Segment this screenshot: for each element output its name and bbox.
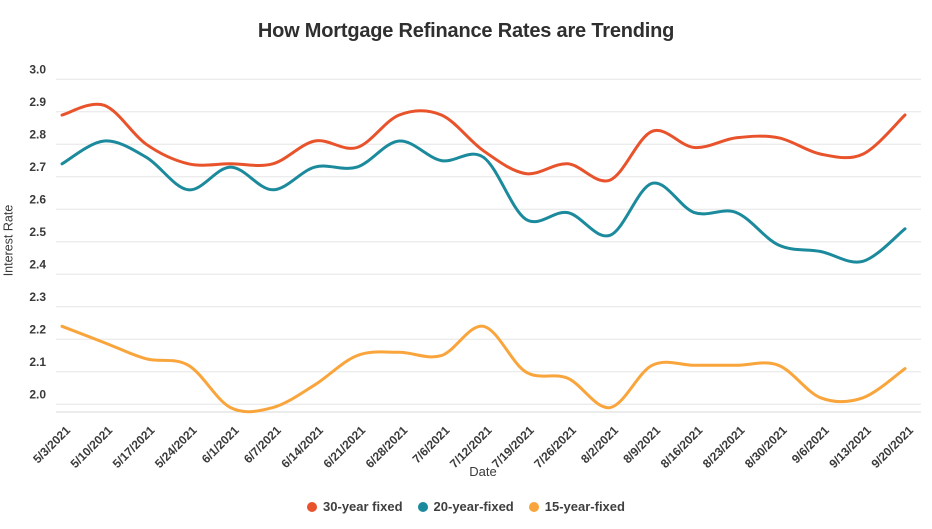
- x-tick-label: 8/2/2021: [578, 423, 621, 466]
- x-tick-label: 7/6/2021: [410, 423, 453, 466]
- x-tick-label: 5/3/2021: [30, 423, 73, 466]
- y-tick-label: 2.7: [29, 160, 46, 174]
- line-15-year-fixed: [60, 324, 907, 414]
- x-tick-label: 9/6/2021: [789, 423, 832, 466]
- legend-label: 15-year-fixed: [544, 499, 625, 514]
- x-axis-label: Date: [469, 464, 497, 479]
- x-tick-label: 8/9/2021: [620, 423, 663, 466]
- y-tick-label: 2.8: [29, 127, 46, 141]
- chart-title: How Mortgage Refinance Rates are Trendin…: [257, 20, 675, 42]
- x-tick-label: 6/1/2021: [199, 423, 242, 466]
- y-tick-label: 2.9: [29, 95, 46, 109]
- y-axis-label: Interest Rate: [1, 204, 16, 277]
- y-tick-label: 2.3: [29, 290, 46, 304]
- legend-dot-icon: [417, 501, 428, 512]
- legend-dot-icon: [528, 501, 539, 512]
- y-tick-label: 2.2: [29, 322, 46, 336]
- y-tick-label: 2.6: [29, 192, 46, 206]
- y-tick-label: 3.0: [29, 62, 46, 76]
- y-tick-label: 2.5: [29, 225, 46, 239]
- line-30-year-fixed: [60, 102, 907, 183]
- legend-label: 30-year fixed: [323, 499, 403, 514]
- y-tick-label: 2.1: [29, 355, 46, 369]
- y-tick-label: 2.4: [29, 257, 46, 271]
- legend-item: 15-year-fixed: [528, 499, 625, 514]
- legend-item: 30-year fixed: [307, 499, 403, 514]
- legend-dot-icon: [307, 501, 318, 512]
- line-20-year-fixed: [60, 139, 907, 264]
- legend-label: 20-year-fixed: [433, 499, 514, 514]
- x-tick-label: 6/7/2021: [241, 423, 284, 466]
- legend: 30-year fixed 20-year-fixed 15-year-fixed: [0, 499, 932, 514]
- legend-item: 20-year-fixed: [417, 499, 514, 514]
- y-tick-label: 2.0: [29, 387, 46, 401]
